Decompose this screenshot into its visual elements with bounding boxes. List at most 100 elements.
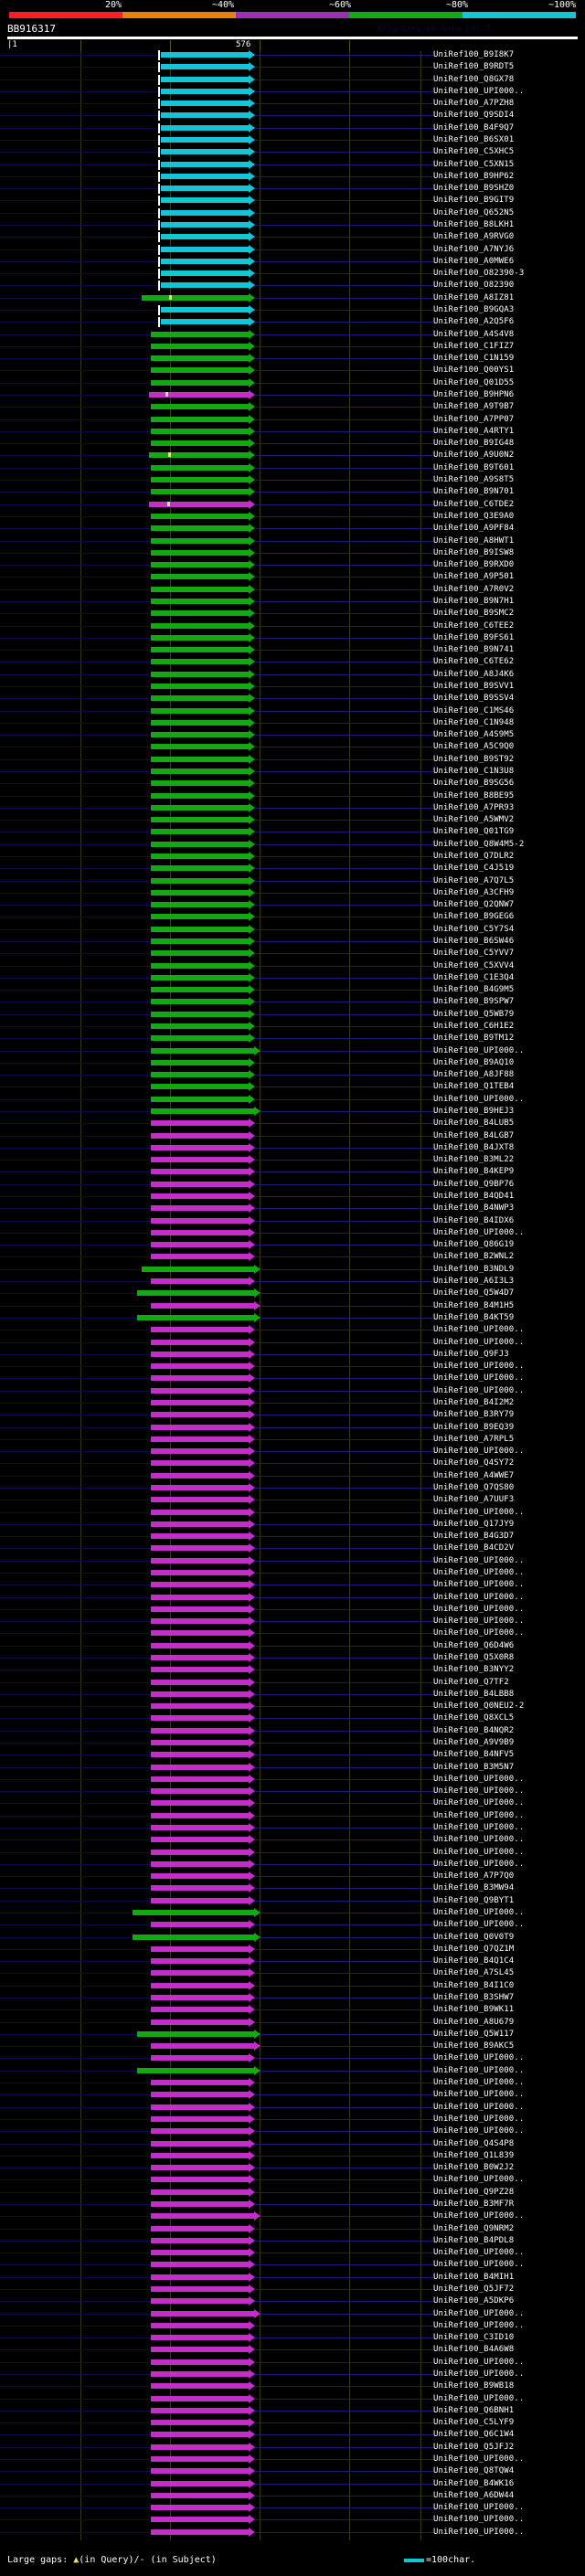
alignment-row[interactable]: UniRef100_UPI000.. — [0, 1847, 585, 1857]
hsp-bar[interactable] — [151, 683, 249, 689]
hit-label[interactable]: UniRef100_A7R0V2 — [433, 584, 515, 594]
alignment-row[interactable]: UniRef100_UPI000.. — [0, 1362, 585, 1372]
alignment-row[interactable]: UniRef100_Q86G19 — [0, 1240, 585, 1250]
alignment-row[interactable]: UniRef100_C1N948 — [0, 717, 585, 727]
alignment-row[interactable]: UniRef100_B3MW94 — [0, 1883, 585, 1893]
hsp-bar[interactable] — [151, 2043, 254, 2050]
hsp-bar[interactable] — [161, 101, 249, 107]
alignment-row[interactable]: UniRef100_UPI000.. — [0, 1835, 585, 1845]
hsp-bar[interactable] — [142, 294, 249, 301]
alignment-row[interactable]: UniRef100_B3SHW7 — [0, 1993, 585, 2003]
hit-label[interactable]: UniRef100_B4MIH1 — [433, 2272, 515, 2282]
hsp-bar[interactable] — [151, 1922, 249, 1928]
alignment-row[interactable]: UniRef100_B9SSV4 — [0, 694, 585, 704]
hit-label[interactable]: UniRef100_C5Y7S4 — [433, 924, 515, 934]
hit-label[interactable]: UniRef100_C6TEE2 — [433, 620, 515, 631]
hsp-bar[interactable] — [133, 1934, 254, 1940]
hit-label[interactable]: UniRef100_A9V9B9 — [433, 1738, 515, 1747]
hit-label[interactable]: UniRef100_A9S8T5 — [433, 475, 515, 485]
alignment-row[interactable]: UniRef100_B9IG48 — [0, 439, 585, 449]
hit-label[interactable]: UniRef100_B9N701 — [433, 487, 515, 497]
alignment-row[interactable]: UniRef100_UPI000.. — [0, 1628, 585, 1638]
hsp-bar[interactable] — [151, 2274, 249, 2280]
alignment-row[interactable]: UniRef100_A9U0N2 — [0, 451, 585, 461]
hit-label[interactable]: UniRef100_UPI000.. — [433, 2260, 525, 2270]
alignment-row[interactable]: UniRef100_UPI000.. — [0, 2503, 585, 2513]
hit-label[interactable]: UniRef100_A7SL45 — [433, 1968, 515, 1978]
hit-label[interactable]: UniRef100_B4G9M5 — [433, 985, 515, 995]
hit-label[interactable]: UniRef100_B4Q1C4 — [433, 1956, 515, 1966]
hsp-bar[interactable] — [151, 1873, 249, 1880]
alignment-row[interactable]: UniRef100_C1FIZ7 — [0, 341, 585, 351]
hsp-bar[interactable] — [151, 1484, 249, 1490]
hsp-bar[interactable] — [137, 1314, 254, 1320]
hit-label[interactable]: UniRef100_UPI000.. — [433, 2308, 525, 2318]
alignment-row[interactable]: UniRef100_Q3E9A0 — [0, 511, 585, 521]
hit-label[interactable]: UniRef100_Q9BP76 — [433, 1179, 515, 1189]
alignment-row[interactable]: UniRef100_B4Q1C4 — [0, 1956, 585, 1966]
hit-label[interactable]: UniRef100_B3M5N7 — [433, 1762, 515, 1772]
hsp-bar[interactable] — [151, 464, 249, 471]
hsp-bar[interactable] — [151, 598, 249, 604]
alignment-row[interactable]: UniRef100_B4PDL8 — [0, 2235, 585, 2245]
alignment-row[interactable]: UniRef100_B9GEG6 — [0, 912, 585, 922]
hit-label[interactable]: UniRef100_B4I1C0 — [433, 1980, 515, 1990]
hit-label[interactable]: UniRef100_UPI000.. — [433, 86, 525, 96]
alignment-row[interactable]: UniRef100_A8IZ81 — [0, 292, 585, 302]
alignment-row[interactable]: UniRef100_UPI000.. — [0, 1337, 585, 1347]
hit-label[interactable]: UniRef100_A7P7Q0 — [433, 1871, 515, 1882]
hsp-bar[interactable] — [151, 2189, 249, 2195]
hsp-bar[interactable] — [151, 1897, 249, 1903]
hit-label[interactable]: UniRef100_B9N741 — [433, 645, 515, 655]
hsp-bar[interactable] — [149, 452, 249, 459]
hit-label[interactable]: UniRef100_UPI000.. — [433, 1786, 525, 1797]
hit-label[interactable]: UniRef100_UPI000.. — [433, 1774, 525, 1784]
hit-label[interactable]: UniRef100_A7PP07 — [433, 414, 515, 424]
hit-label[interactable]: UniRef100_UPI000.. — [433, 2102, 525, 2112]
alignment-row[interactable]: UniRef100_UPI000.. — [0, 1786, 585, 1797]
alignment-row[interactable]: UniRef100_Q17JY9 — [0, 1519, 585, 1529]
alignment-row[interactable]: UniRef100_Q5JF72 — [0, 2284, 585, 2294]
hit-label[interactable]: UniRef100_A0MWE6 — [433, 256, 515, 266]
hsp-bar[interactable] — [151, 622, 249, 629]
alignment-row[interactable]: UniRef100_B6SW46 — [0, 937, 585, 946]
hsp-bar[interactable] — [151, 889, 249, 896]
hit-label[interactable]: UniRef100_B9TM12 — [433, 1034, 515, 1044]
hsp-bar[interactable] — [151, 1229, 249, 1235]
alignment-row[interactable]: UniRef100_B4A6W8 — [0, 2345, 585, 2355]
alignment-row[interactable]: UniRef100_Q7QS80 — [0, 1482, 585, 1492]
alignment-row[interactable]: UniRef100_UPI000.. — [0, 1045, 585, 1055]
alignment-row[interactable]: UniRef100_B9TM12 — [0, 1034, 585, 1044]
hit-label[interactable]: UniRef100_A8J4K6 — [433, 669, 515, 679]
hit-label[interactable]: UniRef100_UPI000.. — [433, 1094, 525, 1104]
alignment-row[interactable]: UniRef100_UPI000.. — [0, 2175, 585, 2185]
alignment-row[interactable]: UniRef100_B4NWP3 — [0, 1203, 585, 1214]
alignment-row[interactable]: UniRef100_UPI000.. — [0, 1580, 585, 1590]
hit-label[interactable]: UniRef100_B9AQ10 — [433, 1057, 515, 1067]
alignment-row[interactable]: UniRef100_B9FS61 — [0, 632, 585, 642]
alignment-row[interactable]: UniRef100_B4M1H5 — [0, 1300, 585, 1310]
hit-label[interactable]: UniRef100_Q9PZ28 — [433, 2187, 515, 2197]
hsp-bar[interactable] — [149, 501, 249, 507]
hsp-bar[interactable] — [151, 1047, 254, 1054]
alignment-row[interactable]: UniRef100_B9HP62 — [0, 171, 585, 182]
alignment-row[interactable]: UniRef100_B4QD41 — [0, 1192, 585, 1202]
hit-label[interactable]: UniRef100_B9ISW8 — [433, 547, 515, 557]
hit-label[interactable]: UniRef100_B9HPN6 — [433, 390, 515, 400]
hsp-bar[interactable] — [161, 319, 249, 325]
hit-label[interactable]: UniRef100_A7NYJ6 — [433, 244, 515, 254]
hit-label[interactable]: UniRef100_A6I3L3 — [433, 1277, 515, 1287]
alignment-row[interactable]: UniRef100_B3NDL9 — [0, 1264, 585, 1274]
hit-label[interactable]: UniRef100_B4NQR2 — [433, 1725, 515, 1735]
hit-label[interactable]: UniRef100_B3RY79 — [433, 1410, 515, 1420]
alignment-row[interactable]: UniRef100_A6DW44 — [0, 2490, 585, 2500]
alignment-row[interactable]: UniRef100_Q2QNW7 — [0, 900, 585, 910]
hsp-bar[interactable] — [151, 1982, 249, 1988]
hsp-bar[interactable] — [151, 513, 249, 519]
hit-label[interactable]: UniRef100_Q9NRM2 — [433, 2223, 515, 2233]
alignment-row[interactable]: UniRef100_A9V9B9 — [0, 1738, 585, 1747]
hit-label[interactable]: UniRef100_B9SHZ0 — [433, 184, 515, 194]
hsp-bar[interactable] — [161, 282, 249, 289]
alignment-row[interactable]: UniRef100_Q8TQW4 — [0, 2466, 585, 2476]
hit-label[interactable]: UniRef100_Q5W117 — [433, 2029, 515, 2039]
